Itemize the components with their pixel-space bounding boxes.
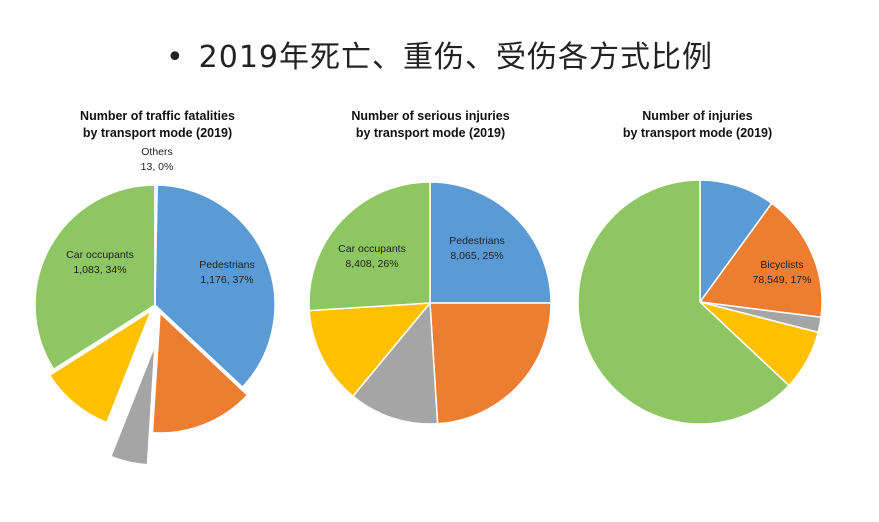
pie-slice-pedestrians (699, 179, 773, 305)
slice-label-value: 8,408, 26% (345, 258, 398, 270)
slice-label-name: Car occupants (338, 243, 406, 255)
slice-label-value: 78,549, 17% (753, 274, 812, 286)
fatalities-chart-title: Number of traffic fatalities by transpor… (50, 108, 265, 142)
slice-label-value: 13, 0% (141, 161, 174, 173)
pie-slice-bicyclists (429, 302, 552, 425)
pie-slice-yellow (48, 309, 153, 424)
slice-label-name: Pedestrians (199, 259, 254, 271)
slice-label-name: Pedestrians (449, 235, 504, 247)
slice-label-name: Bicyclists (760, 259, 803, 271)
pie-slice-bicyclists (698, 202, 823, 319)
injuries-chart-title: Number of injuries by transport mode (20… (590, 108, 805, 142)
slide-title: • 2019年死亡、重伤、受伤各方式比例 (0, 32, 879, 76)
pie-slice-car-occupants (577, 179, 790, 425)
pie-slice-car-occupants (308, 181, 431, 312)
pie-slice-others (154, 184, 159, 306)
injuries-pie: Bicyclists 78,549, 17% (577, 179, 823, 425)
fatalities-title-line2: by transport mode (2019) (82, 126, 233, 140)
pie-slice-yellow (308, 302, 432, 398)
pie-slice-gray (351, 301, 439, 425)
pie-slice-car-occupants (34, 184, 156, 371)
slice-label-value: 1,176, 37% (200, 274, 253, 286)
title-bullet: • (165, 40, 185, 75)
pie-slice-pedestrians (154, 184, 276, 389)
pie-slice-pedestrians (429, 181, 552, 304)
serious-injuries-pie: Pedestrians 8,065, 25% Car occupants 8,408,… (308, 181, 552, 425)
slice-label-value: 8,065, 25% (450, 250, 503, 262)
fatalities-pie: Pedestrians 1,176, 37% Car occupants 1,083,… (34, 146, 276, 466)
slide-title-text: 2019年死亡、重伤、受伤各方式比例 (198, 40, 714, 75)
pie-slice-bicyclists (151, 311, 249, 434)
slice-label-value: 1,083, 34% (73, 264, 126, 276)
fatalities-title-line1: Number of traffic fatalities (80, 109, 235, 123)
pie-slice-gray (109, 344, 156, 466)
serious-injuries-chart-title: Number of serious injuries by transport … (318, 108, 543, 142)
slice-label-name: Car occupants (66, 249, 134, 261)
injuries-title-line2: by transport mode (2019) (622, 126, 773, 140)
serious-title-line1: Number of serious injuries (351, 109, 510, 123)
injuries-title-line1: Number of injuries (642, 109, 753, 123)
serious-title-line2: by transport mode (2019) (355, 126, 506, 140)
slice-label-name: Others (141, 146, 173, 158)
